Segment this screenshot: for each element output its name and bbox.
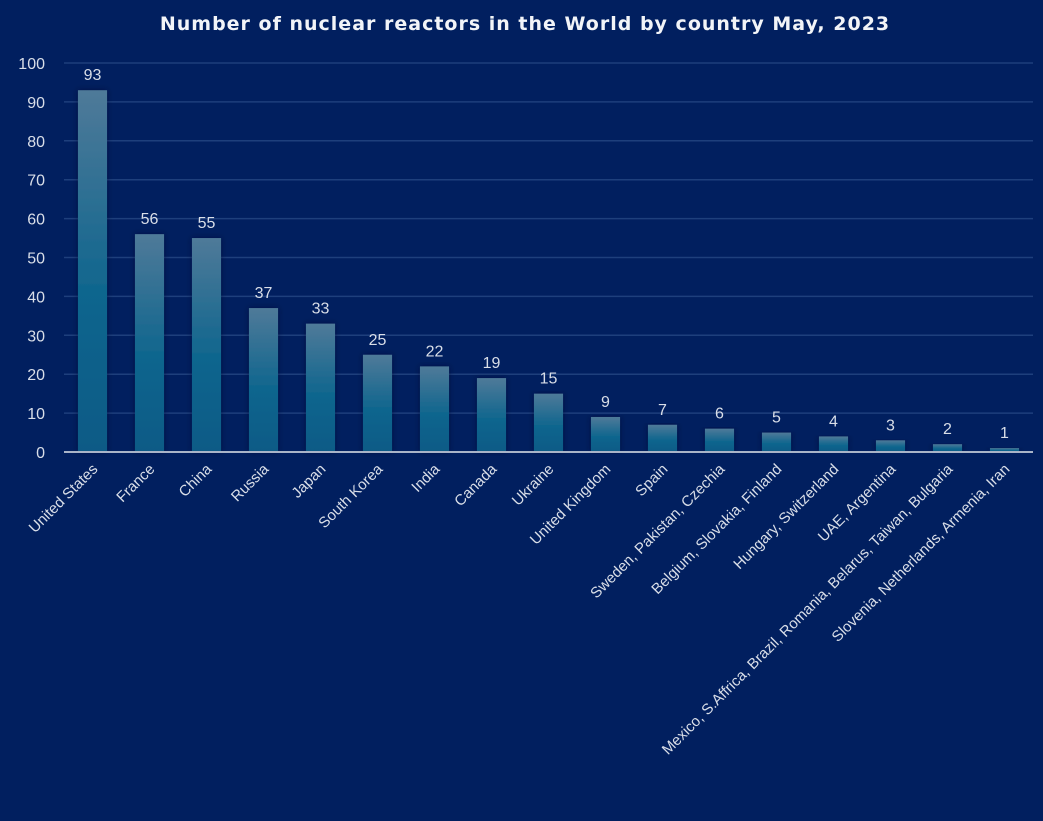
bar bbox=[191, 238, 222, 452]
bar bbox=[134, 234, 165, 452]
bars bbox=[77, 90, 1020, 452]
x-tick-label: Russia bbox=[228, 460, 273, 505]
x-axis-ticks: United States France China Russia JapanSouth… bbox=[26, 460, 1014, 758]
bar bbox=[476, 378, 507, 452]
data-label: 25 bbox=[369, 332, 387, 349]
bar bbox=[932, 444, 963, 452]
bar bbox=[989, 448, 1020, 452]
data-label: 93 bbox=[84, 67, 102, 84]
data-label: 1 bbox=[1000, 425, 1009, 442]
y-tick-label: 100 bbox=[18, 56, 45, 73]
data-label: 56 bbox=[141, 211, 159, 228]
y-tick-label: 30 bbox=[27, 328, 45, 345]
bar bbox=[77, 90, 108, 452]
y-tick-label: 0 bbox=[36, 445, 45, 462]
y-tick-label: 20 bbox=[27, 367, 45, 384]
data-label: 15 bbox=[540, 371, 558, 388]
y-tick-label: 10 bbox=[27, 406, 45, 423]
data-label: 3 bbox=[886, 417, 895, 434]
data-label: 33 bbox=[312, 301, 330, 318]
bar bbox=[704, 428, 735, 452]
y-tick-label: 80 bbox=[27, 134, 45, 151]
bar bbox=[761, 432, 792, 452]
y-tick-label: 40 bbox=[27, 289, 45, 306]
data-label: 2 bbox=[943, 421, 952, 438]
x-tick-label: Japan bbox=[288, 461, 329, 502]
bar bbox=[419, 366, 450, 452]
bar bbox=[647, 424, 678, 452]
bar bbox=[590, 416, 621, 452]
data-labels: 93 56 55 37 33 25 22 19 15 9 7 6 5 4 3 2 1 bbox=[84, 67, 1009, 442]
bar bbox=[533, 393, 564, 452]
x-tick-label: Spain bbox=[632, 461, 671, 500]
x-tick-label: China bbox=[176, 460, 216, 500]
data-label: 22 bbox=[426, 343, 444, 360]
bar bbox=[305, 323, 336, 452]
bar bbox=[362, 354, 393, 452]
y-tick-label: 50 bbox=[27, 251, 45, 268]
data-label: 4 bbox=[829, 413, 838, 430]
y-tick-label: 60 bbox=[27, 212, 45, 229]
data-label: 19 bbox=[483, 355, 501, 372]
y-tick-label: 70 bbox=[27, 173, 45, 190]
x-tick-label: India bbox=[408, 460, 443, 495]
data-label: 37 bbox=[255, 285, 273, 302]
x-tick-label: Canada bbox=[451, 460, 501, 510]
data-label: 6 bbox=[715, 406, 724, 423]
x-tick-label: Hungary, Switzerland bbox=[730, 461, 842, 573]
gridlines bbox=[64, 62, 1033, 414]
x-tick-label: France bbox=[113, 461, 158, 506]
x-tick-label: Ukraine bbox=[509, 461, 558, 510]
bar bbox=[818, 436, 849, 452]
data-label: 5 bbox=[772, 410, 781, 427]
data-label: 55 bbox=[198, 215, 216, 232]
data-label: 9 bbox=[601, 394, 610, 411]
y-axis-ticks: 0 10 20 30 40 50 60 70 80 90 100 bbox=[18, 56, 45, 462]
y-tick-label: 90 bbox=[27, 95, 45, 112]
data-label: 7 bbox=[658, 402, 667, 419]
x-tick-label: United States bbox=[26, 461, 102, 537]
bar bbox=[875, 440, 906, 452]
chart-title: Number of nuclear reactors in the World … bbox=[160, 13, 890, 35]
bar bbox=[248, 308, 279, 452]
